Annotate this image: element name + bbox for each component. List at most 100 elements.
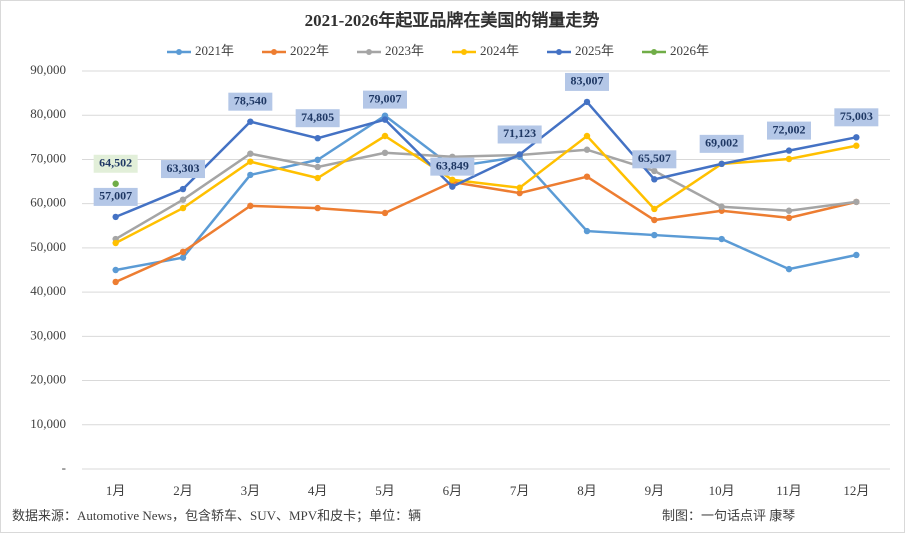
y-tick-label: 80,000 [30,106,66,121]
point [112,180,119,187]
legend-marker [461,49,467,55]
value-label-box [699,134,744,153]
point [247,158,254,165]
value-label-box [228,92,273,111]
value-label-box [565,72,609,91]
value-label-box [430,157,475,176]
x-tick-label: 2月 [173,483,193,498]
point [583,132,591,140]
legend-marker [176,49,182,55]
point [247,118,254,125]
chart-title: 2021-2026年起亚品牌在美国的销量走势 [305,10,600,30]
point [112,239,119,247]
point [179,254,187,261]
value-label: 78,540 [234,93,267,107]
point [853,134,860,141]
y-tick-label: 30,000 [30,327,66,342]
point [785,155,793,163]
legend-label: 2022年 [290,43,329,58]
point [651,167,658,175]
point [785,265,793,273]
x-tick-label: 7月 [510,483,530,498]
point [516,151,523,158]
point [651,205,658,213]
x-tick-label: 6月 [443,483,463,498]
point [785,207,793,214]
x-tick-label: 5月 [375,483,395,498]
value-label-box [363,90,407,109]
value-label: 72,002 [773,122,806,136]
legend-label: 2023年 [385,43,424,58]
x-tick-label: 11月 [776,483,802,498]
legend-marker [651,49,657,55]
x-tick-label: 12月 [843,483,869,498]
legend-label: 2021年 [195,43,234,58]
point [381,149,389,157]
legend-marker [556,49,562,55]
series-line [115,100,857,219]
point [247,202,254,210]
point [179,248,187,256]
y-tick-label: 70,000 [30,150,66,165]
point [314,174,321,182]
point [583,146,591,153]
point [785,147,793,154]
x-tick-label: 8月 [577,483,597,498]
value-label-box [295,109,340,128]
value-label: 71,123 [503,126,536,140]
value-label-box [93,154,138,173]
legend-marker [366,49,372,55]
value-label-box [632,150,677,169]
point [516,189,523,197]
point [314,163,321,171]
point [718,203,725,210]
series-line [115,134,857,245]
point [449,176,456,183]
value-label-box [497,125,542,144]
point [381,116,389,123]
value-label: 63,849 [436,158,469,172]
point [179,185,187,193]
point [314,134,321,142]
value-label: 79,007 [369,91,402,105]
value-label-box [161,160,205,179]
point [718,160,725,168]
point [651,176,658,183]
point [651,216,658,224]
value-label-box [767,121,811,140]
series-line [115,148,857,241]
x-tick-label: 10月 [709,483,735,498]
legend-label: 2026年 [670,43,709,58]
x-tick-label: 1月 [106,483,126,498]
y-tick-label: 20,000 [30,372,66,387]
point [247,150,254,157]
point [381,209,389,217]
source-note: 数据来源：Automotive News，包含轿车、SUV、MPV和皮卡；单位：… [12,508,421,524]
y-tick-label: 90,000 [30,62,66,77]
y-tick-label: 60,000 [30,195,66,210]
y-tick-label: 10,000 [30,416,66,431]
value-label-box [834,108,879,127]
point [785,214,793,222]
value-label: 57,007 [99,189,132,203]
point [449,183,456,190]
legend-marker [271,49,277,55]
point [112,278,119,286]
value-label-box [93,187,138,206]
y-tick-label: - [62,460,66,475]
point [247,171,254,179]
y-tick-label: 50,000 [30,239,66,254]
value-label: 65,507 [638,151,671,165]
point [853,142,860,149]
point [179,196,187,203]
point [112,213,119,221]
point [583,98,591,106]
point [853,198,860,206]
point [381,132,389,140]
point [718,235,725,243]
value-label: 63,303 [167,161,200,175]
point [583,173,591,180]
point [112,266,119,274]
y-tick-label: 40,000 [30,283,66,298]
